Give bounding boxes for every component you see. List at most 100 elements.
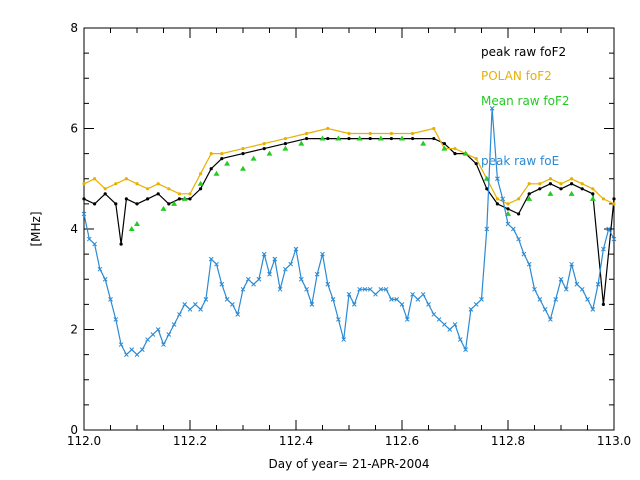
data-point <box>146 187 150 191</box>
data-point <box>559 187 563 191</box>
data-point <box>399 135 405 141</box>
data-point <box>199 172 203 176</box>
data-point <box>187 307 193 312</box>
data-point <box>559 182 563 186</box>
data-point <box>548 317 553 322</box>
data-point <box>517 212 521 216</box>
data-point <box>362 286 368 292</box>
data-point <box>489 106 495 111</box>
data-point <box>209 152 213 156</box>
data-point <box>220 157 224 161</box>
data-point <box>368 131 372 136</box>
data-point <box>325 281 331 287</box>
data-point <box>436 317 442 322</box>
data-point <box>368 136 372 141</box>
data-point <box>479 296 484 302</box>
data-point <box>457 337 463 342</box>
data-point <box>298 276 304 282</box>
data-point <box>389 136 393 141</box>
series-line-peak-raw-foe <box>83 108 615 356</box>
data-point <box>298 140 305 146</box>
data-point <box>145 337 150 342</box>
data-point <box>548 177 553 181</box>
data-point <box>542 307 548 312</box>
data-point <box>452 322 458 327</box>
data-point <box>261 251 267 257</box>
data-point <box>570 177 574 181</box>
data-point <box>516 236 521 242</box>
data-point <box>441 145 448 151</box>
data-point <box>82 182 86 186</box>
data-point <box>266 150 273 156</box>
data-point <box>569 261 574 267</box>
data-point <box>532 286 537 292</box>
data-point <box>526 261 532 267</box>
data-point <box>589 195 596 201</box>
data-point <box>377 135 384 141</box>
data-point <box>102 276 108 282</box>
data-point <box>241 152 245 156</box>
data-point <box>124 197 128 201</box>
legend-peak-raw-foe: peak raw foE <box>481 154 559 168</box>
data-point <box>341 337 347 342</box>
data-point <box>171 322 177 327</box>
data-point <box>135 202 139 206</box>
data-point <box>128 226 135 231</box>
data-point <box>203 296 209 302</box>
data-point <box>347 136 351 141</box>
data-point <box>304 286 309 292</box>
data-point <box>224 160 231 166</box>
data-point <box>611 236 617 242</box>
data-point <box>351 302 357 307</box>
data-point <box>432 136 436 141</box>
data-point <box>188 192 192 196</box>
data-point <box>601 302 606 306</box>
data-point <box>468 307 474 312</box>
data-point <box>124 352 129 357</box>
data-point <box>404 317 410 322</box>
data-point <box>527 182 531 186</box>
data-point <box>574 281 580 287</box>
data-point <box>474 157 478 161</box>
series-peak-raw-foe <box>81 106 617 357</box>
data-point <box>220 152 224 156</box>
data-point <box>506 202 510 206</box>
data-point <box>336 317 341 322</box>
y-tick-label: 4 <box>70 222 78 236</box>
data-point <box>156 182 160 186</box>
data-point <box>92 241 97 247</box>
data-point <box>235 312 241 317</box>
data-point <box>160 205 167 211</box>
data-point <box>177 312 182 317</box>
data-point <box>277 286 283 292</box>
data-point <box>580 182 584 186</box>
data-point <box>213 170 220 176</box>
data-point <box>282 145 289 151</box>
data-point <box>114 182 118 186</box>
data-point <box>346 291 352 297</box>
y-axis-title: [MHz] <box>29 211 43 246</box>
data-point <box>283 266 288 272</box>
data-point <box>474 162 478 166</box>
data-point <box>447 327 453 332</box>
data-point <box>305 131 309 136</box>
data-point <box>150 332 156 337</box>
data-point <box>256 276 262 282</box>
data-point <box>97 266 103 272</box>
data-point <box>558 276 564 282</box>
data-point <box>394 296 400 302</box>
data-point <box>309 302 315 307</box>
data-point <box>612 202 616 206</box>
x-tick-label: 113.0 <box>597 434 631 448</box>
data-point <box>167 202 171 206</box>
data-point <box>453 152 457 156</box>
data-point <box>224 296 230 302</box>
data-point <box>601 197 606 201</box>
data-point <box>250 155 257 161</box>
data-point <box>262 141 266 146</box>
data-point <box>500 196 506 202</box>
data-point <box>495 197 499 201</box>
data-point <box>553 296 559 302</box>
data-point <box>161 342 166 347</box>
data-point <box>485 187 489 191</box>
